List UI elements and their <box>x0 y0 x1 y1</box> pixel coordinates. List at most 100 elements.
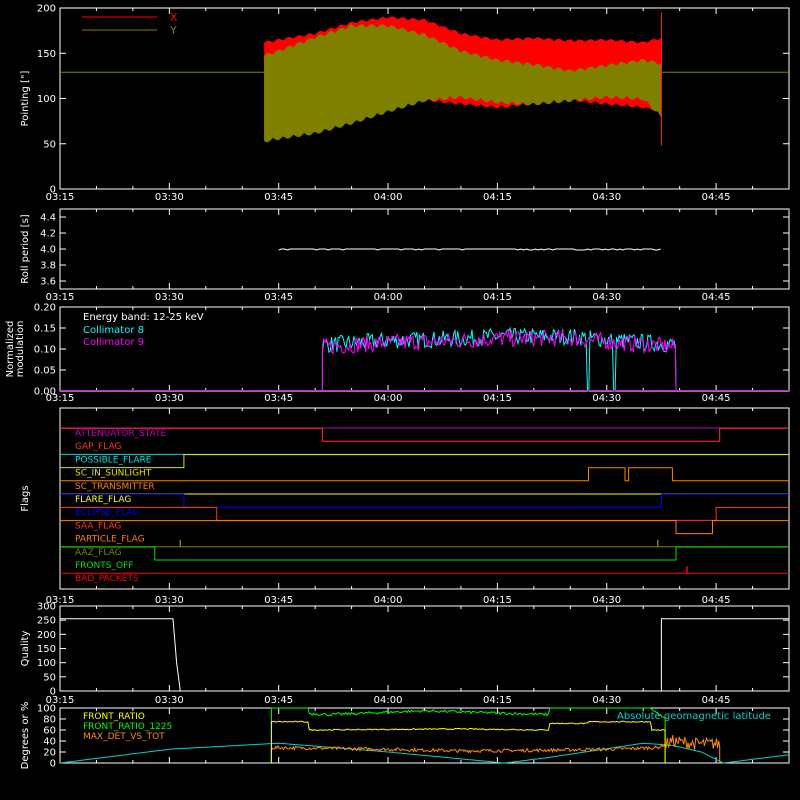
x-tick-label: 04:45 <box>702 292 731 303</box>
legend-label: X <box>170 11 178 24</box>
y-tick-label: 50 <box>43 672 56 683</box>
flag-line-eclipse-flag <box>60 493 789 508</box>
quality-line <box>60 618 789 692</box>
flag-label: SC_IN_SUNLIGHT <box>75 469 152 479</box>
y-tick-label: 80 <box>43 715 56 726</box>
y-axis-label: Normalized <box>5 321 16 378</box>
y-tick-label: 100 <box>37 704 56 715</box>
x-tick-label: 04:15 <box>483 393 512 404</box>
y-tick-label: 0 <box>50 759 56 770</box>
flag-line-sc-transmitter <box>60 467 789 482</box>
x-tick-label: 03:45 <box>264 192 293 203</box>
y-tick-label: 3.6 <box>40 277 56 288</box>
modulation-annotation: Energy band: 12-25 keV <box>83 312 204 323</box>
flag-label: SAA_FLAG <box>75 521 121 531</box>
y-tick-label: 0.05 <box>34 366 56 377</box>
degrees-legend-label: FRONT_RATIO <box>83 712 145 722</box>
y-tick-label: 4.0 <box>40 245 56 256</box>
y-tick-label: 4.4 <box>40 213 56 224</box>
x-tick-label: 04:00 <box>374 695 403 706</box>
x-tick-label: 04:30 <box>592 192 621 203</box>
y-tick-label: 3.8 <box>40 261 56 272</box>
flag-label: SC_TRANSMITTER <box>75 482 155 492</box>
x-tick-label: 03:30 <box>155 192 184 203</box>
y-tick-label: 60 <box>43 726 56 737</box>
flag-label: POSSIBLE_FLARE <box>75 455 152 465</box>
x-tick-label: 04:30 <box>592 393 621 404</box>
y-tick-label: 250 <box>37 616 56 627</box>
flag-label: BAD_PACKETS <box>75 574 139 584</box>
x-tick-label: 03:45 <box>264 292 293 303</box>
front-ratio-1225-line <box>270 707 666 763</box>
flag-line-fronts-off <box>60 546 789 561</box>
y-tick-label: 0.00 <box>34 387 56 398</box>
x-tick-label: 04:45 <box>702 595 731 606</box>
flag-label: PARTICLE_FLAG <box>75 535 145 545</box>
flag-line-particle-flag <box>60 520 789 535</box>
x-tick-label: 03:30 <box>155 595 184 606</box>
x-tick-label: 04:00 <box>374 192 403 203</box>
x-tick-label: 03:30 <box>155 292 184 303</box>
y-tick-label: 150 <box>37 49 56 60</box>
x-tick-label: 03:15 <box>46 192 75 203</box>
x-tick-label: 04:15 <box>483 192 512 203</box>
x-tick-label: 03:15 <box>46 595 75 606</box>
flag-label: ATTENUATOR_STATE <box>75 429 167 439</box>
y-tick-label: 20 <box>43 748 56 759</box>
modulation-collimator-9 <box>321 329 677 392</box>
x-tick-label: 04:30 <box>592 695 621 706</box>
y-axis-label: Pointing ["] <box>20 70 31 126</box>
y-axis-label: Quality <box>20 631 31 667</box>
y-tick-label: 50 <box>43 139 56 150</box>
y-tick-label: 0.20 <box>34 303 56 314</box>
x-tick-label: 04:45 <box>702 393 731 404</box>
y-tick-label: 40 <box>43 737 56 748</box>
x-tick-label: 03:15 <box>46 393 75 404</box>
panel-frame <box>59 407 790 590</box>
x-tick-label: 04:15 <box>483 595 512 606</box>
degrees-legend-label: FRONT_RATIO_1225 <box>83 722 172 732</box>
x-tick-label: 03:45 <box>264 595 293 606</box>
x-tick-label: 04:45 <box>702 695 731 706</box>
front-ratio-line <box>270 720 666 763</box>
y-tick-label: 4.2 <box>40 229 56 240</box>
flag-line-saa-flag <box>60 506 789 521</box>
y-tick-label: 200 <box>37 630 56 641</box>
y-tick-label: 150 <box>37 644 56 655</box>
y-tick-label: 200 <box>37 4 56 15</box>
x-tick-label: 04:30 <box>592 292 621 303</box>
x-tick-label: 04:30 <box>592 595 621 606</box>
flag-label: GAP_FLAG <box>75 442 121 452</box>
y-axis-label: Roll period [s] <box>20 214 31 283</box>
y-axis-label: Degrees or % <box>20 702 31 770</box>
modulation-legend-label: Collimator 8 <box>83 325 144 336</box>
y-tick-label: 0.15 <box>34 324 56 335</box>
x-tick-label: 03:45 <box>264 695 293 706</box>
x-tick-label: 04:45 <box>702 192 731 203</box>
flag-label: AAZ_FLAG <box>75 548 122 558</box>
legend-label: Y <box>169 24 177 37</box>
y-axis-label: Flags <box>20 485 31 511</box>
x-tick-label: 04:00 <box>374 595 403 606</box>
x-tick-label: 03:15 <box>46 695 75 706</box>
x-tick-label: 04:00 <box>374 393 403 404</box>
x-tick-label: 04:15 <box>483 292 512 303</box>
max-det-vs-tot-line <box>270 735 721 763</box>
degrees-legend-label: MAX_DET_VS_TOT <box>83 732 165 742</box>
y-tick-label: 100 <box>37 94 56 105</box>
x-tick-label: 03:45 <box>264 393 293 404</box>
x-tick-label: 04:15 <box>483 695 512 706</box>
flag-line-gap-flag <box>60 427 789 442</box>
roll-period-line <box>278 248 661 251</box>
x-tick-label: 03:30 <box>155 695 184 706</box>
x-tick-label: 03:15 <box>46 292 75 303</box>
x-tick-label: 03:30 <box>155 393 184 404</box>
x-tick-label: 04:00 <box>374 292 403 303</box>
pointing-band-y <box>264 24 662 143</box>
y-tick-label: 100 <box>37 658 56 669</box>
y-tick-label: 0.10 <box>34 345 56 356</box>
geomagnetic-latitude-line <box>59 742 790 764</box>
flag-label: FLARE_FLAG <box>75 495 131 505</box>
y-tick-label: 300 <box>37 602 56 613</box>
